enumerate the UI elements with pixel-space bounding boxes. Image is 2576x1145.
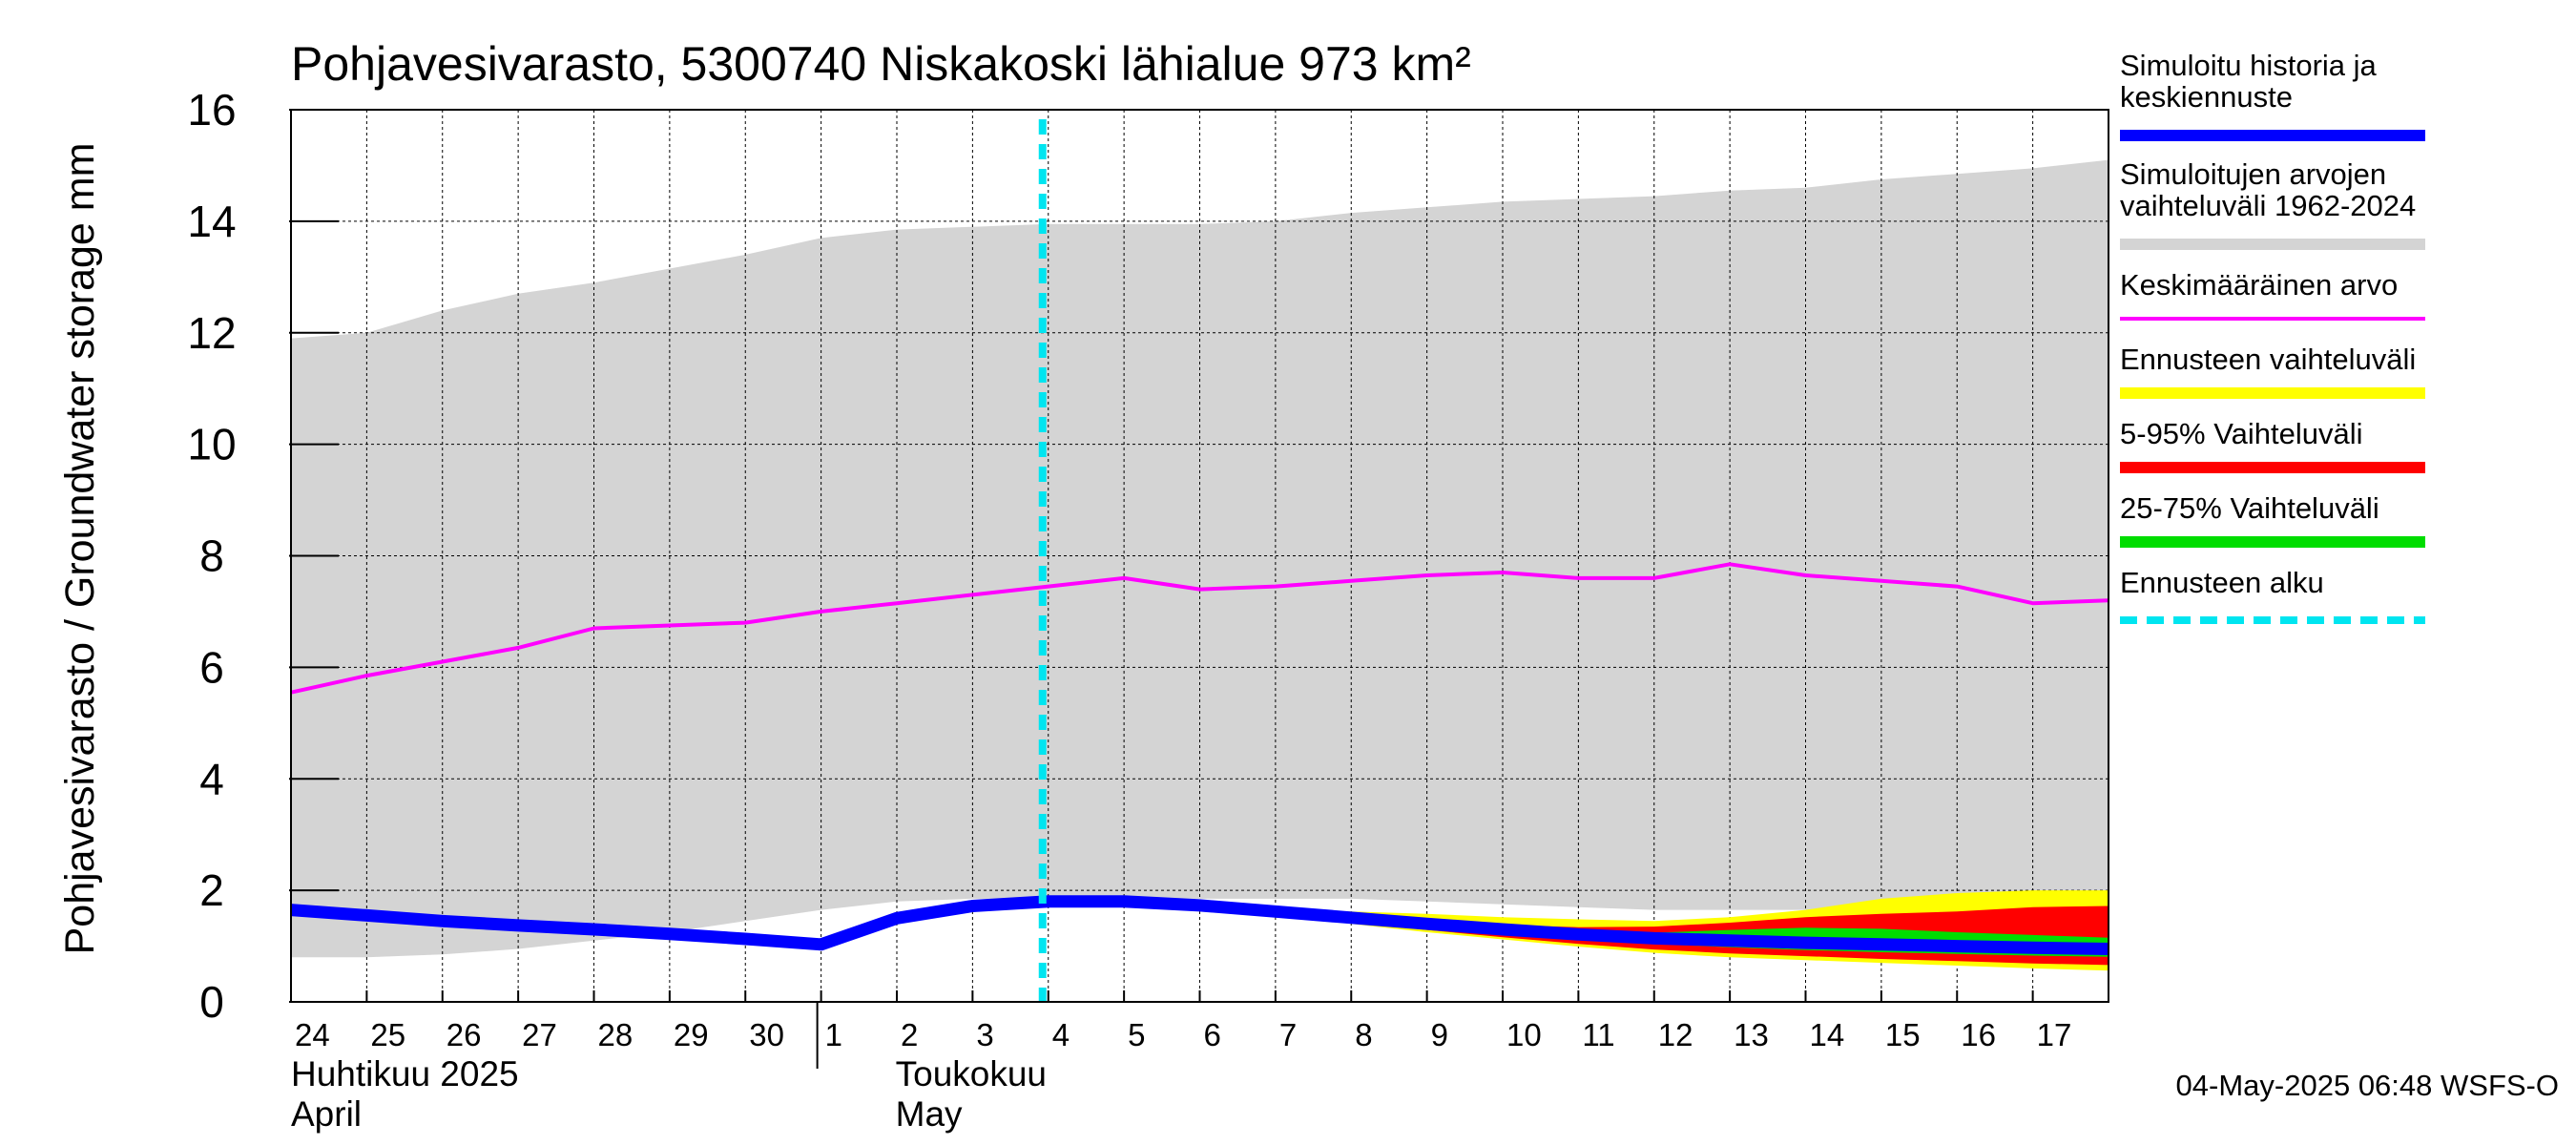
x-tick-label: 8 <box>1355 1017 1372 1052</box>
legend-label: Ennusteen vaihteluväli <box>2120 343 2417 376</box>
legend-label: Simuloitujen arvojen vaihteluväli 1962-2… <box>2120 157 2417 222</box>
legend-swatch-red <box>2120 462 2425 473</box>
x-tick-label: 17 <box>2037 1017 2072 1052</box>
month-label-en: April <box>291 1094 362 1134</box>
x-tick-label: 29 <box>674 1017 709 1052</box>
legend-label: 25-75% Vaihteluväli <box>2120 491 2379 525</box>
month-label-fi: Huhtikuu 2025 <box>291 1054 519 1093</box>
x-tick-label: 9 <box>1431 1017 1448 1052</box>
legend-label: Keskimääräinen arvo <box>2120 268 2399 302</box>
legend-label: 5-95% Vaihteluväli <box>2120 417 2363 450</box>
legend-label: Ennusteen alku <box>2120 566 2324 599</box>
x-tick-label: 6 <box>1204 1017 1221 1052</box>
chart-title: Pohjavesivarasto, 5300740 Niskakoski läh… <box>291 37 1471 91</box>
month-label-en: May <box>896 1094 963 1134</box>
legend-item-yellow: Ennusteen vaihteluväli <box>2120 344 2444 399</box>
legend-item-cyan: Ennusteen alku <box>2120 567 2444 624</box>
y-tick-label: 12 <box>187 308 236 358</box>
legend-swatch-grey <box>2120 239 2425 250</box>
x-tick-label: 15 <box>1885 1017 1921 1052</box>
x-tick-label: 13 <box>1734 1017 1769 1052</box>
series-keskimaarainen-arvo <box>290 562 2109 695</box>
y-tick-label: 4 <box>199 754 224 803</box>
x-tick-label: 16 <box>1961 1017 1996 1052</box>
x-tick-label: 5 <box>1128 1017 1145 1052</box>
legend-item-green: 25-75% Vaihteluväli <box>2120 492 2444 548</box>
x-tick-label: 27 <box>522 1017 557 1052</box>
x-tick-label: 25 <box>370 1017 405 1052</box>
legend-swatch-yellow <box>2120 387 2425 399</box>
series-simuloitu-historia-ja-keskiennuste <box>290 895 2109 955</box>
x-tick-label: 7 <box>1279 1017 1297 1052</box>
legend-item-red: 5-95% Vaihteluväli <box>2120 418 2444 473</box>
y-tick-label: 2 <box>199 865 224 915</box>
legend-swatch-blue <box>2120 130 2425 141</box>
x-tick-label: 24 <box>295 1017 330 1052</box>
legend-swatch-cyan <box>2120 616 2425 624</box>
month-label-fi: Toukokuu <box>896 1054 1047 1093</box>
x-tick-label: 11 <box>1582 1017 1614 1052</box>
legend-item-blue: Simuloitu historia ja keskiennuste <box>2120 50 2444 141</box>
timestamp-label: 04-May-2025 06:48 WSFS-O <box>2175 1069 2559 1102</box>
legend-swatch-magenta <box>2120 317 2425 321</box>
legend-item-magenta: Keskimääräinen arvo <box>2120 269 2444 321</box>
x-tick-label: 12 <box>1658 1017 1693 1052</box>
y-tick-label: 14 <box>187 197 236 246</box>
y-tick-label: 0 <box>199 977 224 1027</box>
x-tick-label: 2 <box>901 1017 918 1052</box>
y-tick-label: 8 <box>199 531 224 581</box>
legend: Simuloitu historia ja keskiennuste Simul… <box>2120 50 2444 624</box>
x-tick-label: 10 <box>1506 1017 1542 1052</box>
x-tick-label: 28 <box>598 1017 634 1052</box>
y-tick-label: 6 <box>199 642 224 692</box>
legend-item-grey: Simuloitujen arvojen vaihteluväli 1962-2… <box>2120 158 2444 250</box>
x-tick-label: 30 <box>749 1017 784 1052</box>
y-tick-label: 10 <box>187 420 236 469</box>
y-axis-label: Pohjavesivarasto / Groundwater storage m… <box>57 143 103 955</box>
x-tick-label: 4 <box>1052 1017 1070 1052</box>
y-tick-label: 16 <box>187 85 236 135</box>
x-tick-label: 1 <box>825 1017 842 1052</box>
legend-swatch-green <box>2120 536 2425 548</box>
x-tick-label: 3 <box>976 1017 993 1052</box>
x-tick-label: 14 <box>1810 1017 1845 1052</box>
x-tick-label: 26 <box>447 1017 482 1052</box>
legend-label: Simuloitu historia ja keskiennuste <box>2120 49 2377 114</box>
